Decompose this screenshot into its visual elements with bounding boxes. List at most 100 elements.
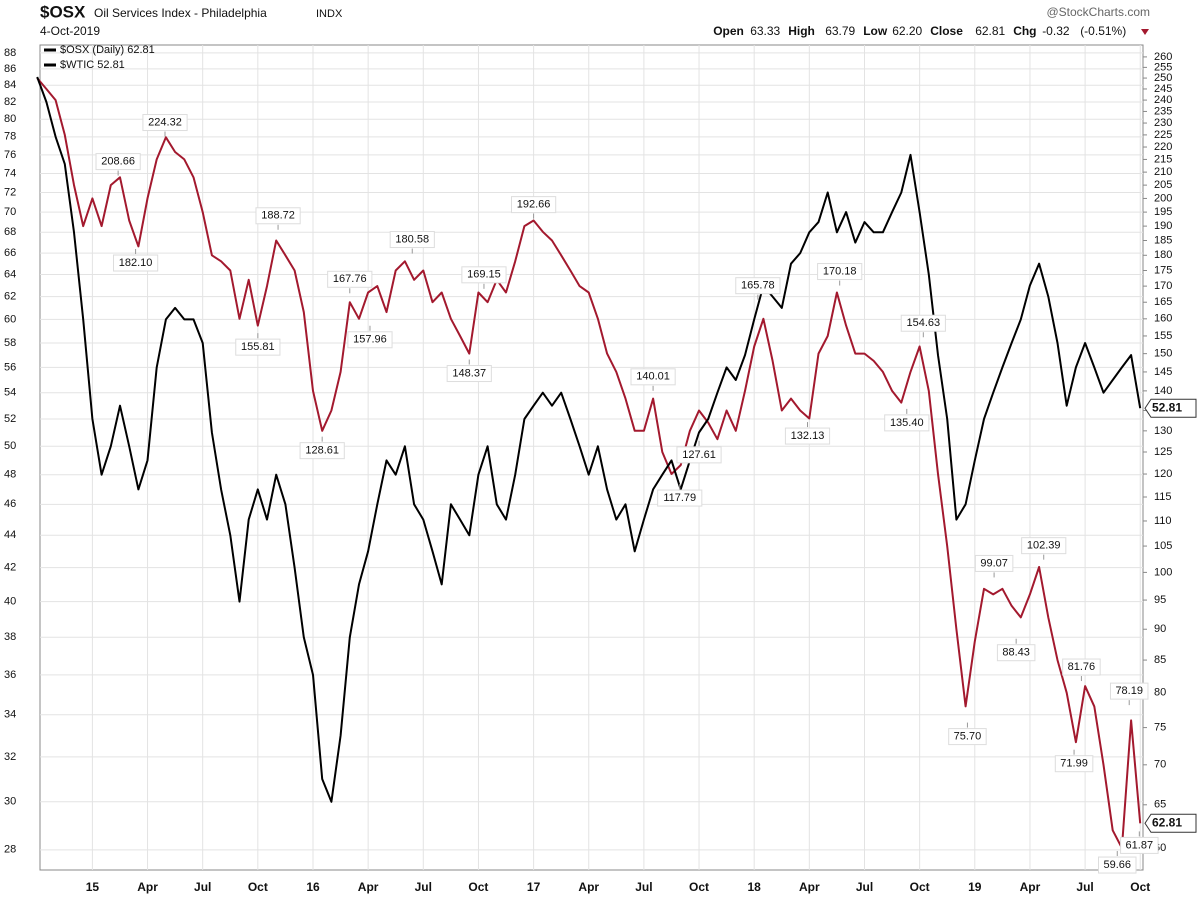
- y-tick-label: 54: [4, 387, 16, 399]
- x-tick-label: Oct: [468, 880, 488, 894]
- y-tick-label: 48: [4, 469, 16, 481]
- annotation-label: 71.99: [1060, 758, 1088, 770]
- end-value: 62.81: [1152, 815, 1182, 829]
- y2-tick-label: 180: [1154, 249, 1172, 261]
- y-tick-label: 30: [4, 796, 16, 808]
- x-tick-label: Jul: [194, 880, 211, 894]
- annotation-box: [95, 153, 141, 171]
- y-tick-label: 72: [4, 186, 16, 198]
- source: @StockCharts.com: [1046, 5, 1150, 19]
- x-tick-label: Apr: [1020, 880, 1041, 894]
- y2-tick-label: 90: [1154, 623, 1166, 635]
- y-tick-label: 70: [4, 206, 16, 218]
- annotation-label: 170.18: [823, 265, 857, 277]
- y-tick-label: 78: [4, 131, 16, 143]
- quote-text: High: [788, 24, 815, 38]
- annotation-label: 88.43: [1002, 647, 1030, 659]
- y2-tick-label: 220: [1154, 141, 1172, 153]
- x-tick-label: Apr: [358, 880, 379, 894]
- annotation-label: 155.81: [241, 341, 275, 353]
- y2-tick-label: 100: [1154, 566, 1172, 578]
- y2-tick-label: 170: [1154, 280, 1172, 292]
- x-tick-label: Jul: [856, 880, 873, 894]
- annotation-box: [900, 314, 946, 332]
- y2-tick-label: 85: [1154, 654, 1166, 666]
- y2-tick-label: 140: [1154, 385, 1172, 397]
- y-tick-label: 36: [4, 669, 16, 681]
- x-tick-label: Apr: [578, 880, 599, 894]
- annotation-label: 61.87: [1126, 839, 1154, 851]
- annotation-box: [1109, 682, 1149, 700]
- annotation-label: 127.61: [682, 449, 716, 461]
- quote-text: Close: [930, 24, 963, 38]
- y-tick-label: 66: [4, 247, 16, 259]
- y2-tick-label: 230: [1154, 117, 1172, 129]
- annotation-box: [735, 277, 781, 295]
- y2-tick-label: 210: [1154, 166, 1172, 178]
- y2-tick-label: 120: [1154, 468, 1172, 480]
- y2-tick-label: 165: [1154, 296, 1172, 308]
- annotation-box: [461, 266, 507, 284]
- annotation-label: 117.79: [663, 492, 696, 504]
- y-tick-label: 34: [4, 709, 16, 721]
- y2-tick-label: 110: [1154, 515, 1172, 527]
- y2-tick-label: 185: [1154, 234, 1172, 246]
- y-tick-label: 64: [4, 268, 16, 280]
- series-line: [36, 77, 1142, 849]
- y2-tick-label: 75: [1154, 721, 1166, 733]
- y2-tick-label: 225: [1154, 129, 1172, 141]
- y-tick-label: 56: [4, 361, 16, 373]
- y2-tick-label: 105: [1154, 540, 1172, 552]
- annotation-label: 81.76: [1068, 661, 1096, 673]
- x-tick-label: 17: [527, 880, 541, 894]
- y-tick-label: 68: [4, 226, 16, 238]
- annotation-label: 75.70: [954, 730, 982, 742]
- annotation-box: [327, 270, 373, 288]
- exchange: INDX: [316, 8, 343, 20]
- y2-tick-label: 245: [1154, 83, 1172, 95]
- end-value: 52.81: [1152, 400, 1182, 414]
- y2-tick-label: 200: [1154, 192, 1172, 204]
- y2-tick-label: 255: [1154, 61, 1172, 73]
- annotation-box: [884, 414, 930, 432]
- x-tick-label: Jul: [415, 880, 432, 894]
- annotation-box: [347, 331, 393, 349]
- y2-tick-label: 250: [1154, 72, 1172, 84]
- x-tick-label: Jul: [635, 880, 652, 894]
- x-tick-label: Jul: [1076, 880, 1093, 894]
- quote-text: -0.32: [1042, 24, 1070, 38]
- annotation-label: 59.66: [1103, 859, 1131, 871]
- y2-tick-label: 235: [1154, 105, 1172, 117]
- quote-text: 62.81: [975, 24, 1005, 38]
- annotation-box: [142, 114, 188, 132]
- x-tick-label: Oct: [248, 880, 268, 894]
- annotation-box: [630, 368, 676, 386]
- quote-text: 63.33: [750, 24, 780, 38]
- annotation-box: [446, 365, 492, 383]
- annotation-box: [817, 263, 863, 281]
- y2-tick-label: 125: [1154, 446, 1172, 458]
- annotation-box: [996, 644, 1036, 662]
- plot-frame: [39, 44, 1144, 871]
- y-tick-label: 38: [4, 631, 16, 643]
- y-tick-label: 44: [4, 529, 16, 541]
- y-tick-label: 76: [4, 149, 16, 161]
- y-tick-label: 46: [4, 498, 16, 510]
- annotation-box: [255, 207, 301, 225]
- annotation-label: 102.39: [1027, 540, 1061, 552]
- annotation-box: [784, 427, 831, 445]
- chg-arrow: [1141, 29, 1149, 35]
- annotation-box: [299, 442, 345, 460]
- annotation-label: 224.32: [148, 116, 182, 128]
- y2-tick-label: 160: [1154, 313, 1172, 325]
- annotation-box: [1054, 755, 1094, 773]
- x-tick-label: 16: [306, 880, 320, 894]
- y-tick-label: 32: [4, 751, 16, 763]
- annotation-box: [1098, 856, 1137, 874]
- x-tick-label: Oct: [1130, 880, 1150, 894]
- annotation-label: 157.96: [353, 334, 387, 346]
- y2-tick-label: 150: [1154, 348, 1172, 360]
- y2-tick-label: 80: [1154, 687, 1166, 699]
- annotation-label: 165.78: [741, 280, 775, 292]
